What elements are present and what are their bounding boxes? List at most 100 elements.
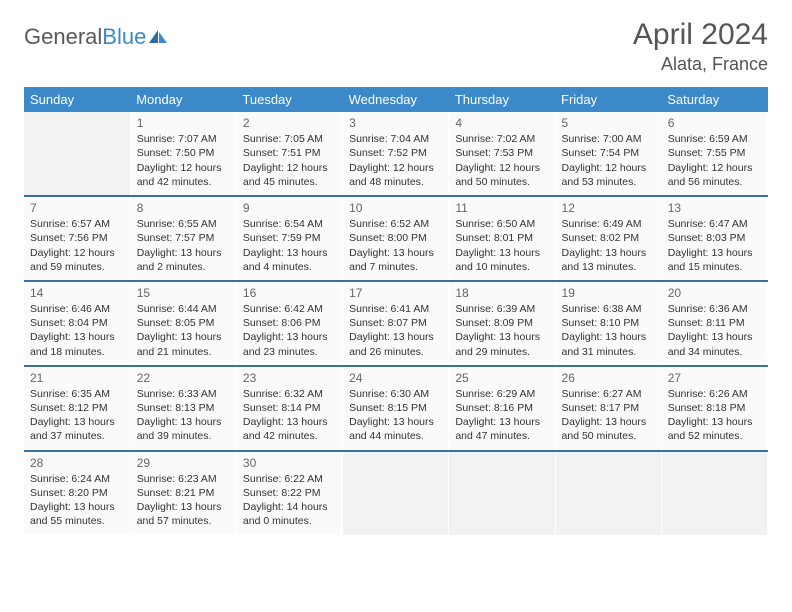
daylight-text: Daylight: 13 hours and 55 minutes. — [30, 500, 124, 528]
day-number: 24 — [349, 370, 442, 386]
title-month: April 2024 — [633, 18, 768, 52]
sunset-text: Sunset: 8:17 PM — [562, 401, 655, 415]
day-number: 3 — [349, 115, 442, 131]
calendar-cell: 26Sunrise: 6:27 AMSunset: 8:17 PMDayligh… — [555, 366, 661, 451]
day-number: 11 — [455, 200, 548, 216]
day-number: 22 — [137, 370, 230, 386]
calendar-cell: 7Sunrise: 6:57 AMSunset: 7:56 PMDaylight… — [24, 196, 130, 281]
sunrise-text: Sunrise: 6:39 AM — [455, 302, 548, 316]
sunset-text: Sunset: 7:54 PM — [562, 146, 655, 160]
day-number: 2 — [243, 115, 336, 131]
sunset-text: Sunset: 8:14 PM — [243, 401, 336, 415]
day-header: Friday — [555, 87, 661, 112]
calendar-cell: 12Sunrise: 6:49 AMSunset: 8:02 PMDayligh… — [555, 196, 661, 281]
calendar-cell: 30Sunrise: 6:22 AMSunset: 8:22 PMDayligh… — [236, 451, 342, 535]
sunrise-text: Sunrise: 6:22 AM — [243, 472, 336, 486]
daylight-text: Daylight: 13 hours and 39 minutes. — [137, 415, 230, 443]
daylight-text: Daylight: 13 hours and 10 minutes. — [455, 246, 548, 274]
calendar-cell: 11Sunrise: 6:50 AMSunset: 8:01 PMDayligh… — [449, 196, 555, 281]
daylight-text: Daylight: 12 hours and 42 minutes. — [137, 161, 230, 189]
logo-sail-icon — [148, 28, 168, 46]
calendar-cell: 21Sunrise: 6:35 AMSunset: 8:12 PMDayligh… — [24, 366, 130, 451]
sunset-text: Sunset: 7:56 PM — [30, 231, 124, 245]
daylight-text: Daylight: 13 hours and 18 minutes. — [30, 330, 124, 358]
day-number: 13 — [668, 200, 761, 216]
calendar-cell: 6Sunrise: 6:59 AMSunset: 7:55 PMDaylight… — [661, 112, 767, 196]
day-number: 12 — [562, 200, 655, 216]
calendar-cell: 13Sunrise: 6:47 AMSunset: 8:03 PMDayligh… — [661, 196, 767, 281]
day-number: 8 — [137, 200, 230, 216]
logo-word1: General — [24, 24, 102, 49]
day-number: 23 — [243, 370, 336, 386]
sunrise-text: Sunrise: 6:26 AM — [668, 387, 761, 401]
calendar-cell: 2Sunrise: 7:05 AMSunset: 7:51 PMDaylight… — [236, 112, 342, 196]
day-number: 6 — [668, 115, 761, 131]
day-number: 30 — [243, 455, 336, 471]
sunset-text: Sunset: 8:18 PM — [668, 401, 761, 415]
daylight-text: Daylight: 12 hours and 48 minutes. — [349, 161, 442, 189]
daylight-text: Daylight: 12 hours and 50 minutes. — [455, 161, 548, 189]
calendar-cell: 5Sunrise: 7:00 AMSunset: 7:54 PMDaylight… — [555, 112, 661, 196]
sunrise-text: Sunrise: 6:30 AM — [349, 387, 442, 401]
day-number: 25 — [455, 370, 548, 386]
page-header: GeneralBlue April 2024 Alata, France — [24, 18, 768, 75]
calendar-cell: 28Sunrise: 6:24 AMSunset: 8:20 PMDayligh… — [24, 451, 130, 535]
sunrise-text: Sunrise: 7:07 AM — [137, 132, 230, 146]
sunset-text: Sunset: 8:12 PM — [30, 401, 124, 415]
sunrise-text: Sunrise: 6:57 AM — [30, 217, 124, 231]
calendar-cell: 29Sunrise: 6:23 AMSunset: 8:21 PMDayligh… — [130, 451, 236, 535]
daylight-text: Daylight: 14 hours and 0 minutes. — [243, 500, 336, 528]
sunset-text: Sunset: 7:50 PM — [137, 146, 230, 160]
daylight-text: Daylight: 13 hours and 50 minutes. — [562, 415, 655, 443]
title-location: Alata, France — [633, 54, 768, 75]
calendar-cell: 22Sunrise: 6:33 AMSunset: 8:13 PMDayligh… — [130, 366, 236, 451]
daylight-text: Daylight: 13 hours and 37 minutes. — [30, 415, 124, 443]
day-number: 5 — [562, 115, 655, 131]
daylight-text: Daylight: 13 hours and 34 minutes. — [668, 330, 761, 358]
calendar-cell: 17Sunrise: 6:41 AMSunset: 8:07 PMDayligh… — [343, 281, 449, 366]
day-header: Sunday — [24, 87, 130, 112]
sunset-text: Sunset: 8:10 PM — [562, 316, 655, 330]
calendar-cell: 18Sunrise: 6:39 AMSunset: 8:09 PMDayligh… — [449, 281, 555, 366]
calendar-cell: 27Sunrise: 6:26 AMSunset: 8:18 PMDayligh… — [661, 366, 767, 451]
sunrise-text: Sunrise: 6:52 AM — [349, 217, 442, 231]
day-number: 14 — [30, 285, 124, 301]
day-number: 26 — [562, 370, 655, 386]
calendar-cell-empty — [343, 451, 449, 535]
sunset-text: Sunset: 8:20 PM — [30, 486, 124, 500]
sunset-text: Sunset: 8:21 PM — [137, 486, 230, 500]
sunset-text: Sunset: 8:02 PM — [562, 231, 655, 245]
sunrise-text: Sunrise: 6:36 AM — [668, 302, 761, 316]
day-header: Thursday — [449, 87, 555, 112]
day-header: Tuesday — [236, 87, 342, 112]
calendar-cell: 9Sunrise: 6:54 AMSunset: 7:59 PMDaylight… — [236, 196, 342, 281]
daylight-text: Daylight: 13 hours and 23 minutes. — [243, 330, 336, 358]
sunrise-text: Sunrise: 6:42 AM — [243, 302, 336, 316]
daylight-text: Daylight: 13 hours and 57 minutes. — [137, 500, 230, 528]
day-number: 21 — [30, 370, 124, 386]
calendar-table: SundayMondayTuesdayWednesdayThursdayFrid… — [24, 87, 768, 535]
daylight-text: Daylight: 13 hours and 44 minutes. — [349, 415, 442, 443]
calendar-cell: 4Sunrise: 7:02 AMSunset: 7:53 PMDaylight… — [449, 112, 555, 196]
calendar-cell: 19Sunrise: 6:38 AMSunset: 8:10 PMDayligh… — [555, 281, 661, 366]
day-number: 29 — [137, 455, 230, 471]
sunset-text: Sunset: 7:55 PM — [668, 146, 761, 160]
daylight-text: Daylight: 13 hours and 4 minutes. — [243, 246, 336, 274]
calendar-cell-empty — [24, 112, 130, 196]
daylight-text: Daylight: 13 hours and 7 minutes. — [349, 246, 442, 274]
calendar-body: 1Sunrise: 7:07 AMSunset: 7:50 PMDaylight… — [24, 112, 768, 535]
calendar-cell: 23Sunrise: 6:32 AMSunset: 8:14 PMDayligh… — [236, 366, 342, 451]
day-header-row: SundayMondayTuesdayWednesdayThursdayFrid… — [24, 87, 768, 112]
sunset-text: Sunset: 8:04 PM — [30, 316, 124, 330]
calendar-cell-empty — [661, 451, 767, 535]
daylight-text: Daylight: 12 hours and 45 minutes. — [243, 161, 336, 189]
daylight-text: Daylight: 13 hours and 47 minutes. — [455, 415, 548, 443]
day-number: 15 — [137, 285, 230, 301]
daylight-text: Daylight: 12 hours and 59 minutes. — [30, 246, 124, 274]
daylight-text: Daylight: 13 hours and 15 minutes. — [668, 246, 761, 274]
sunset-text: Sunset: 8:15 PM — [349, 401, 442, 415]
sunrise-text: Sunrise: 6:59 AM — [668, 132, 761, 146]
sunrise-text: Sunrise: 6:23 AM — [137, 472, 230, 486]
sunrise-text: Sunrise: 6:38 AM — [562, 302, 655, 316]
sunrise-text: Sunrise: 6:24 AM — [30, 472, 124, 486]
